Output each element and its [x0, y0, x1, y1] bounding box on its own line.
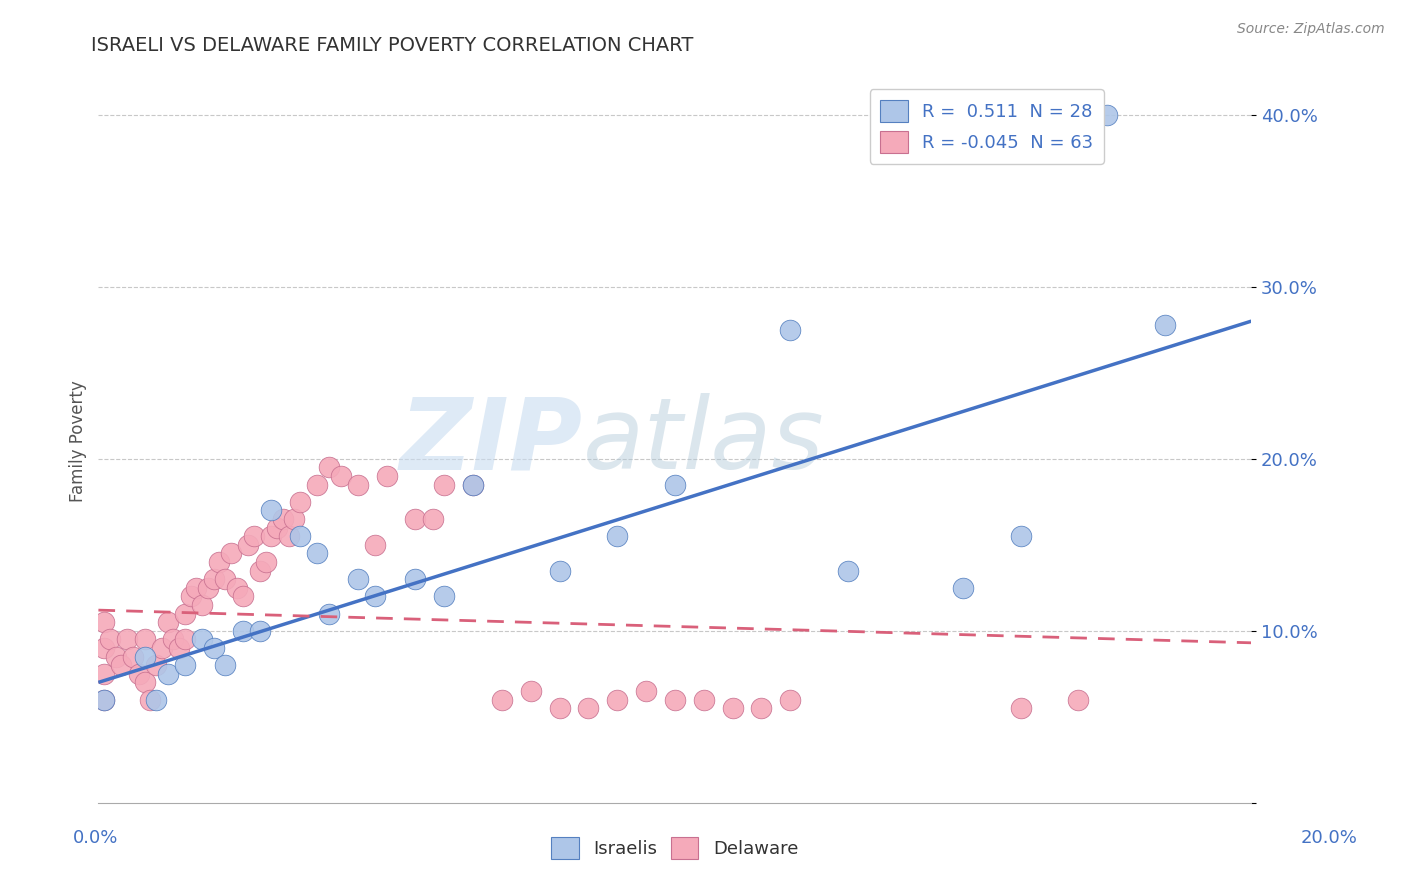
Point — [606, 529, 628, 543]
Point — [104, 649, 127, 664]
Text: 0.0%: 0.0% — [73, 829, 118, 847]
Point — [122, 649, 145, 664]
Text: Source: ZipAtlas.com: Source: ZipAtlas.com — [1237, 22, 1385, 37]
Point — [238, 538, 260, 552]
Point — [751, 701, 773, 715]
Point — [156, 615, 179, 630]
Point — [134, 675, 156, 690]
Point — [202, 572, 225, 586]
Point — [202, 640, 225, 655]
Text: atlas: atlas — [582, 393, 824, 490]
Point — [249, 624, 271, 638]
Point — [197, 581, 219, 595]
Point — [180, 590, 202, 604]
Point — [290, 529, 312, 543]
Point — [1067, 692, 1090, 706]
Point — [145, 658, 167, 673]
Point — [606, 692, 628, 706]
Point — [271, 512, 294, 526]
Point — [548, 564, 571, 578]
Text: ZIP: ZIP — [399, 393, 582, 490]
Point — [779, 323, 801, 337]
Point — [636, 684, 658, 698]
Point — [110, 658, 132, 673]
Point — [134, 649, 156, 664]
Point — [249, 564, 271, 578]
Point — [520, 684, 543, 698]
Point — [162, 632, 184, 647]
Point — [191, 598, 214, 612]
Y-axis label: Family Poverty: Family Poverty — [69, 381, 87, 502]
Point — [346, 477, 368, 491]
Point — [283, 512, 305, 526]
Point — [364, 538, 387, 552]
Point — [214, 572, 236, 586]
Point — [461, 477, 484, 491]
Point — [433, 477, 456, 491]
Point — [174, 658, 197, 673]
Point — [93, 615, 115, 630]
Text: ISRAELI VS DELAWARE FAMILY POVERTY CORRELATION CHART: ISRAELI VS DELAWARE FAMILY POVERTY CORRE… — [91, 36, 693, 54]
Point — [779, 692, 801, 706]
Point — [664, 692, 686, 706]
Point — [664, 477, 686, 491]
Point — [254, 555, 277, 569]
Point — [433, 590, 456, 604]
Point — [461, 477, 484, 491]
Point — [225, 581, 247, 595]
Point — [156, 666, 179, 681]
Point — [405, 512, 427, 526]
Point — [548, 701, 571, 715]
Point — [837, 564, 859, 578]
Point — [93, 666, 115, 681]
Point — [243, 529, 266, 543]
Point — [307, 477, 329, 491]
Point — [219, 546, 242, 560]
Point — [318, 607, 340, 621]
Point — [214, 658, 236, 673]
Point — [405, 572, 427, 586]
Point — [364, 590, 387, 604]
Point — [167, 640, 190, 655]
Point — [491, 692, 513, 706]
Point — [174, 607, 197, 621]
Point — [174, 632, 197, 647]
Point — [117, 632, 139, 647]
Point — [98, 632, 121, 647]
Point — [260, 503, 283, 517]
Point — [1154, 318, 1177, 332]
Point — [346, 572, 368, 586]
Point — [318, 460, 340, 475]
Point — [422, 512, 444, 526]
Legend: Israelis, Delaware: Israelis, Delaware — [544, 830, 806, 866]
Point — [145, 692, 167, 706]
Point — [277, 529, 299, 543]
Point — [260, 529, 283, 543]
Point — [721, 701, 744, 715]
Point — [578, 701, 600, 715]
Point — [1097, 108, 1119, 122]
Point — [329, 469, 352, 483]
Point — [1010, 701, 1032, 715]
Point — [1010, 529, 1032, 543]
Point — [952, 581, 974, 595]
Point — [208, 555, 231, 569]
Point — [191, 632, 214, 647]
Point — [93, 640, 115, 655]
Point — [128, 666, 150, 681]
Point — [186, 581, 208, 595]
Point — [93, 692, 115, 706]
Point — [290, 494, 312, 508]
Point — [134, 632, 156, 647]
Point — [93, 692, 115, 706]
Point — [150, 640, 173, 655]
Text: 20.0%: 20.0% — [1301, 829, 1357, 847]
Point — [307, 546, 329, 560]
Point — [693, 692, 716, 706]
Point — [139, 692, 162, 706]
Point — [231, 590, 254, 604]
Point — [266, 520, 288, 534]
Point — [231, 624, 254, 638]
Point — [375, 469, 398, 483]
